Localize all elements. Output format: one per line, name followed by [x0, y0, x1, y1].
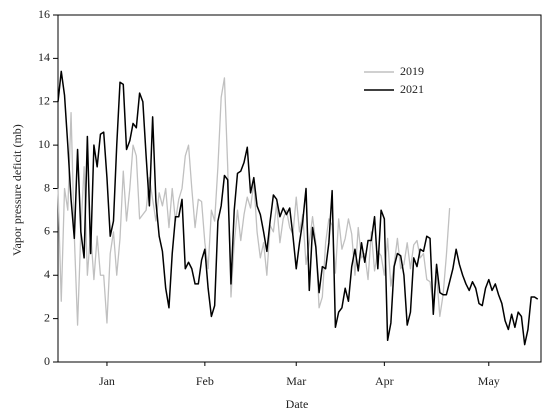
y-axis-label: Vapor pressure deficit (mb): [10, 124, 24, 256]
legend-label: 2021: [400, 82, 424, 96]
y-tick-label: 14: [38, 50, 50, 64]
y-tick-label: 2: [44, 310, 50, 324]
series-line: [57, 70, 539, 346]
x-tick-label: Apr: [375, 374, 394, 388]
y-tick-label: 4: [44, 267, 50, 281]
x-tick-label: Feb: [196, 374, 214, 388]
x-axis-label: Date: [286, 397, 309, 411]
x-tick-label: Jan: [99, 374, 115, 388]
x-tick-label: May: [478, 374, 500, 388]
y-tick-label: 10: [38, 137, 50, 151]
y-tick-label: 0: [44, 354, 50, 368]
y-tick-label: 8: [44, 180, 50, 194]
y-tick-label: 12: [38, 94, 50, 108]
y-tick-label: 16: [38, 7, 50, 21]
legend-label: 2019: [400, 64, 424, 78]
series-line: [57, 77, 451, 326]
y-tick-label: 6: [44, 224, 50, 238]
x-tick-label: Mar: [286, 374, 306, 388]
